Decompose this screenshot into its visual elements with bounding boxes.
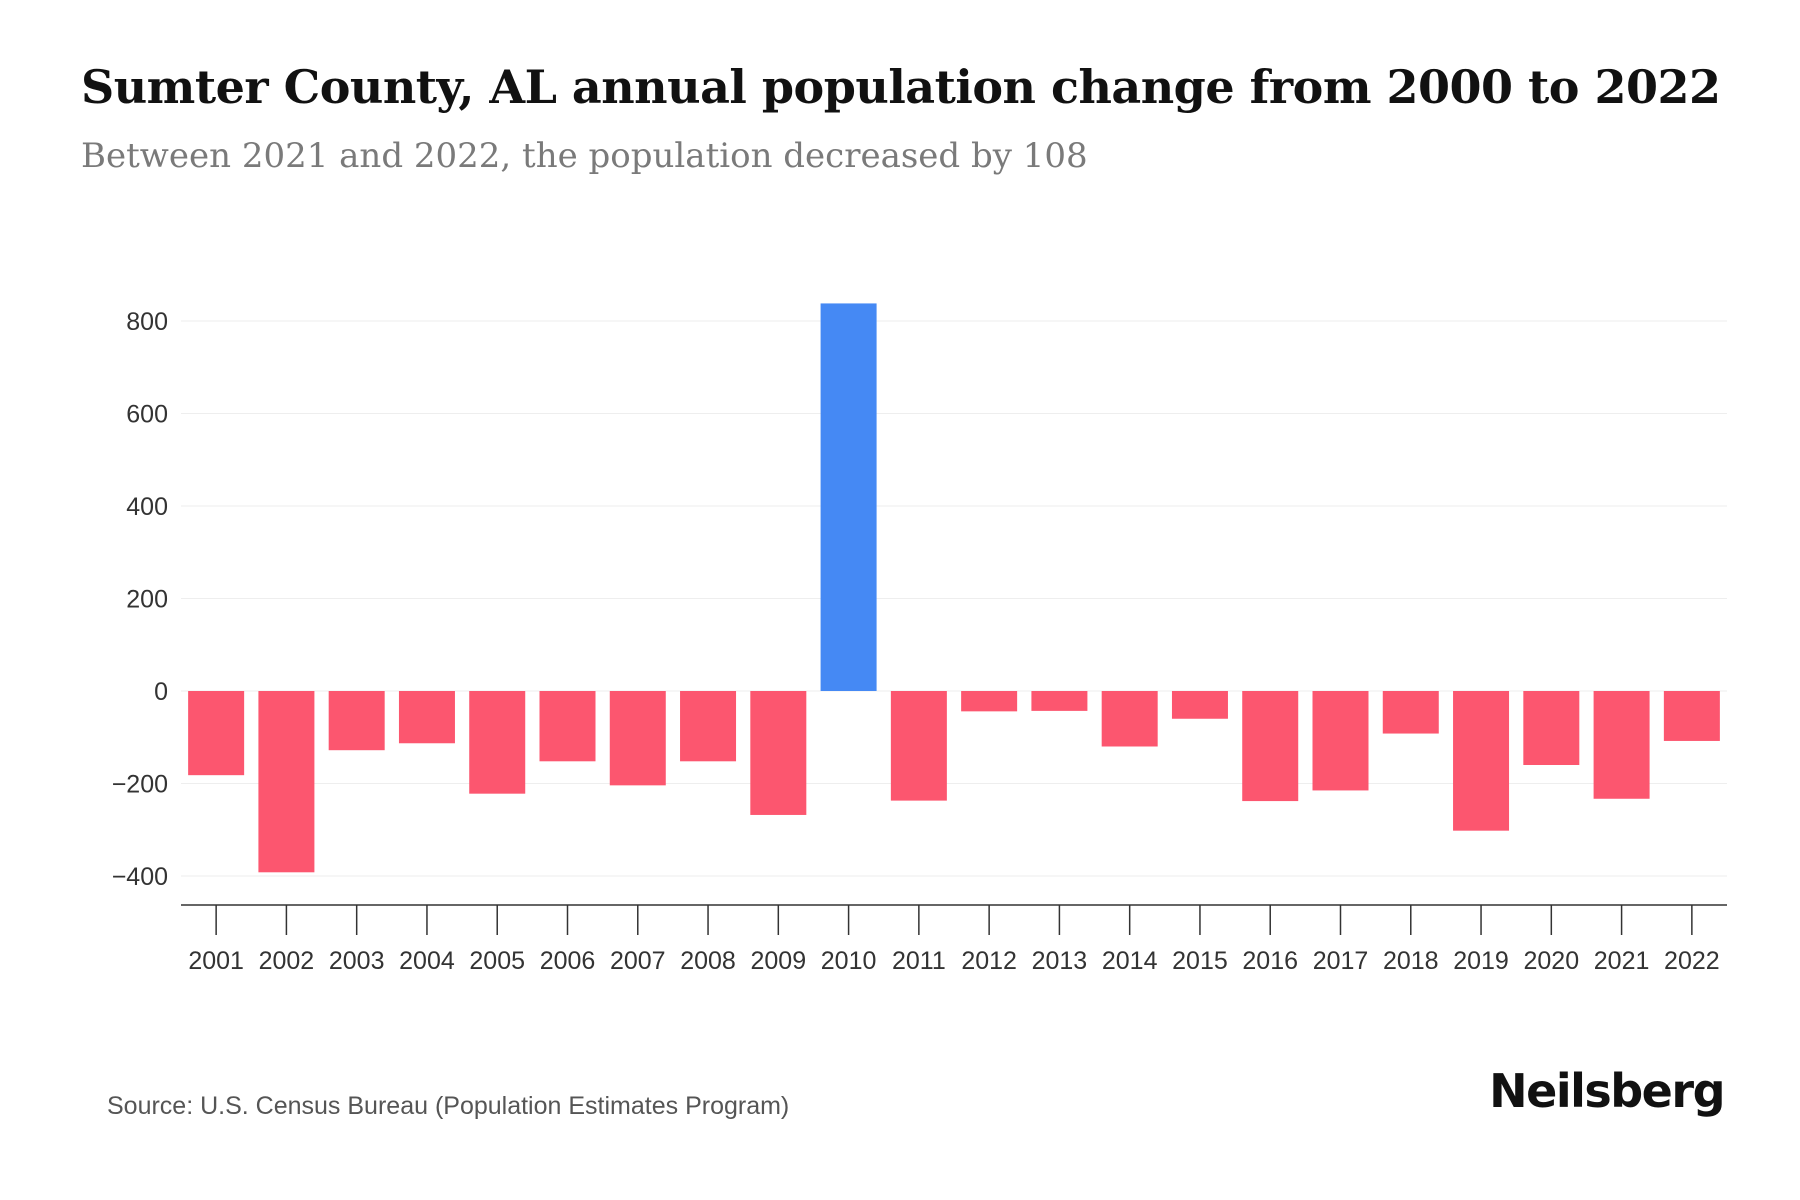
- bar-2009: [750, 691, 807, 815]
- bar-2016: [1242, 691, 1299, 802]
- x-tick-label: 2008: [680, 947, 736, 975]
- x-tick-label: 2019: [1453, 947, 1509, 975]
- bar-2019: [1453, 691, 1510, 831]
- chart-title: Sumter County, AL annual population chan…: [81, 60, 1721, 114]
- y-tick-label: 200: [126, 586, 168, 614]
- x-tick-label: 2005: [469, 947, 525, 975]
- bar-2022: [1663, 691, 1720, 741]
- bar-2020: [1523, 691, 1580, 765]
- y-tick-label: 400: [126, 493, 168, 521]
- bar-2012: [961, 691, 1018, 712]
- x-tick-label: 2002: [259, 947, 315, 975]
- bar-2011: [890, 691, 947, 801]
- bar-2013: [1031, 691, 1088, 711]
- bar-2005: [469, 691, 526, 794]
- y-tick-label: −200: [112, 771, 168, 799]
- x-tick-label: 2015: [1172, 947, 1228, 975]
- x-tick-label: 2020: [1524, 947, 1580, 975]
- neilsberg-logo: Neilsberg: [1489, 1064, 1725, 1118]
- y-tick-label: 600: [126, 401, 168, 429]
- x-tick-label: 2022: [1664, 947, 1720, 975]
- x-tick-label: 2014: [1102, 947, 1158, 975]
- chart-subtitle: Between 2021 and 2022, the population de…: [81, 136, 1088, 176]
- y-tick-label: 800: [126, 308, 168, 336]
- bar-2006: [539, 691, 596, 762]
- x-tick-label: 2018: [1383, 947, 1439, 975]
- x-tick-label: 2013: [1032, 947, 1088, 975]
- y-axis-labels: 800 600 400 200 0 −200 −400: [112, 308, 168, 891]
- bar-2004: [398, 691, 455, 744]
- bar-2017: [1312, 691, 1369, 791]
- bar-2002: [258, 691, 315, 873]
- x-tick-label: 2006: [540, 947, 596, 975]
- source-note: Source: U.S. Census Bureau (Population E…: [107, 1092, 790, 1120]
- bar-2021: [1593, 691, 1650, 799]
- x-tick-label: 2017: [1313, 947, 1369, 975]
- bars: [188, 303, 1720, 873]
- x-tick-label: 2007: [610, 947, 666, 975]
- x-tick-label: 2004: [399, 947, 455, 975]
- bar-2010: [820, 303, 877, 691]
- bar-2018: [1382, 691, 1439, 734]
- x-tick-label: 2011: [892, 947, 946, 975]
- x-axis-labels: 2001 2002 2003 2004 2005 2006 2007 2008 2009 2010…: [188, 947, 1719, 975]
- bar-2014: [1101, 691, 1158, 747]
- y-tick-label: 0: [154, 678, 168, 706]
- x-tick-label: 2001: [188, 947, 244, 975]
- x-tick-label: 2009: [751, 947, 807, 975]
- x-tick-label: 2012: [961, 947, 1017, 975]
- bar-2003: [328, 691, 385, 751]
- x-tick-label: 2010: [821, 947, 877, 975]
- x-tick-label: 2021: [1594, 947, 1650, 975]
- x-tick-label: 2003: [329, 947, 385, 975]
- y-tick-label: −400: [112, 863, 168, 891]
- bar-2008: [680, 691, 737, 762]
- bar-2007: [609, 691, 666, 786]
- bar-2001: [188, 691, 245, 776]
- x-tick-label: 2016: [1242, 947, 1298, 975]
- x-axis-ticks: [215, 905, 1693, 935]
- bar-2015: [1171, 691, 1228, 719]
